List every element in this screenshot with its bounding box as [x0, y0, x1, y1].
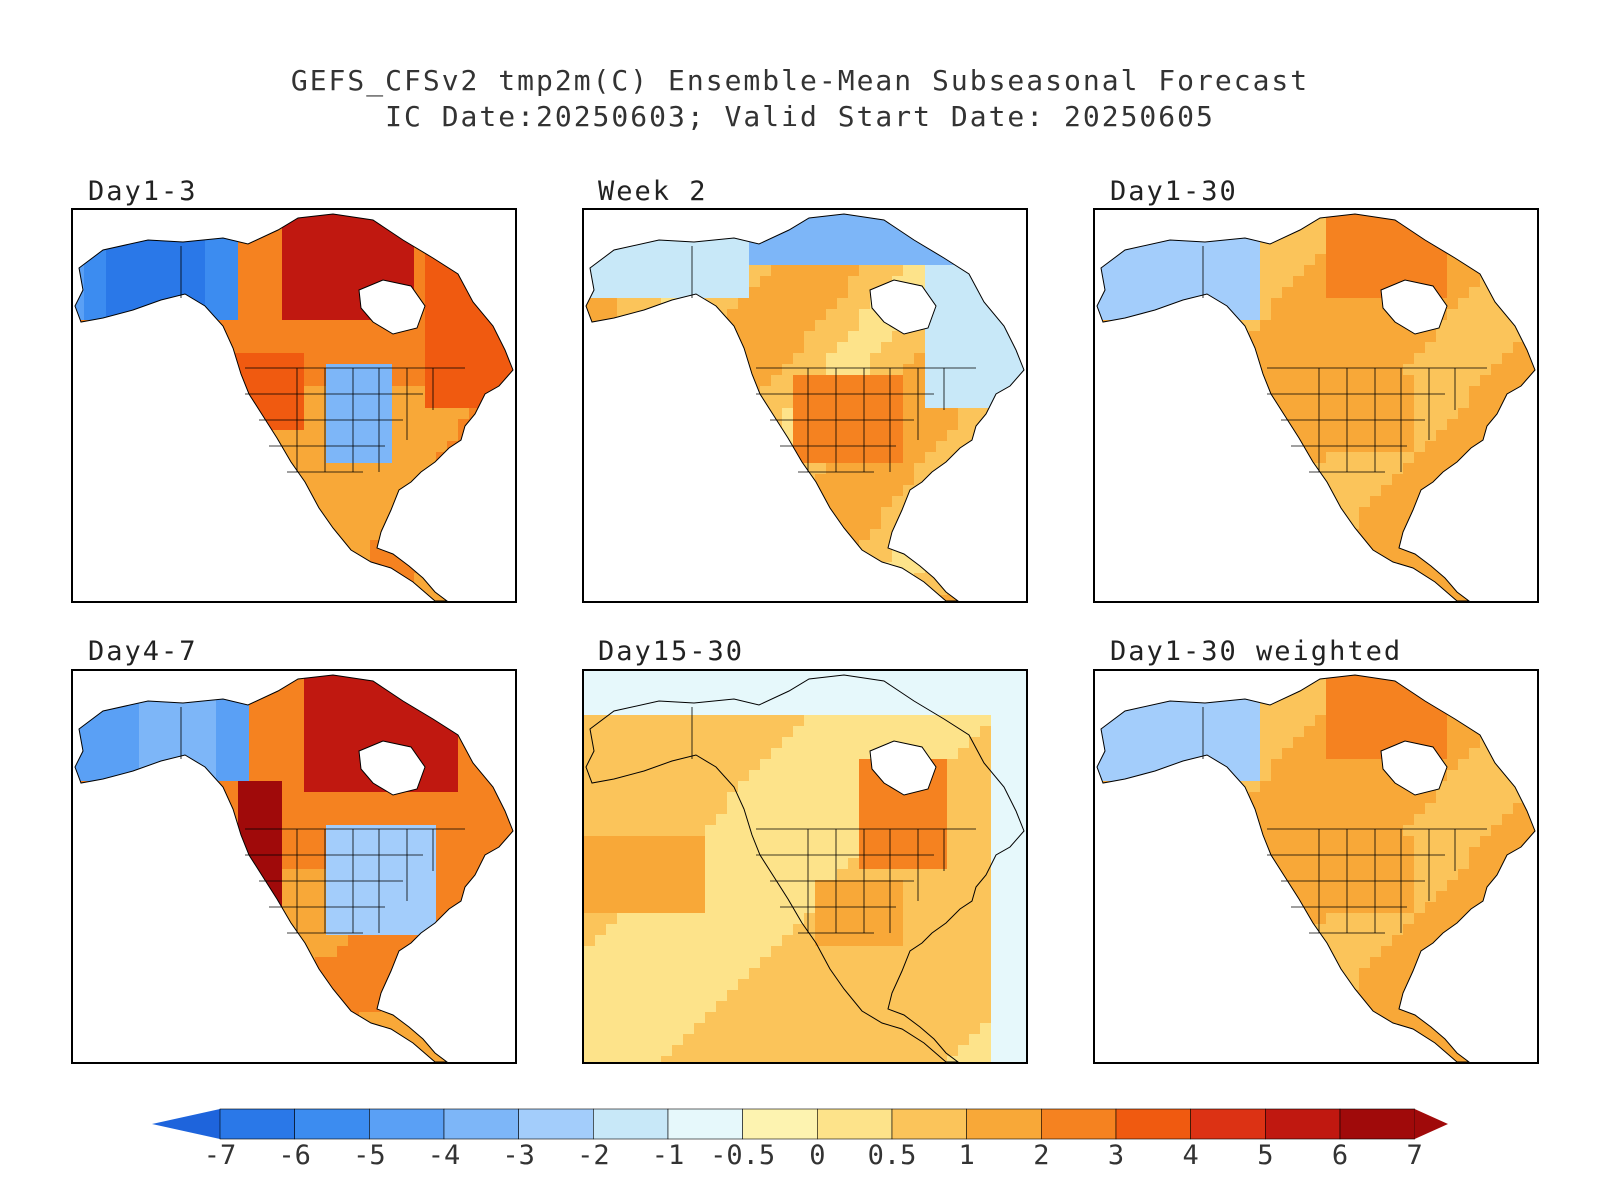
- colorbar-bin: [593, 1108, 669, 1140]
- colorbar-arrow-high: [1414, 1109, 1448, 1139]
- colorbar-tick-label: 6: [1331, 1140, 1349, 1171]
- colorbar-tick-label: -3: [502, 1140, 535, 1171]
- temperature-anomaly-colorbar: [152, 1108, 1448, 1140]
- colorbar-bin: [1190, 1108, 1266, 1140]
- hudson-bay: [1380, 740, 1448, 796]
- colorbar-bin: [966, 1108, 1042, 1140]
- coastline: [1096, 674, 1536, 1062]
- colorbar-bin: [817, 1108, 893, 1140]
- colorbar-tick-label: 2: [1033, 1140, 1050, 1171]
- colorbar-tick-label: 3: [1107, 1140, 1125, 1171]
- map-panel-day4-7: [71, 669, 517, 1064]
- colorbar-bin: [443, 1108, 519, 1140]
- coastline: [74, 213, 514, 601]
- colorbar-bin: [518, 1108, 594, 1140]
- colorbar-tick-label: 0.5: [867, 1140, 917, 1171]
- hudson-bay: [358, 279, 426, 335]
- temperature-field-day4-7: [74, 674, 514, 1062]
- colorbar-tick-label: -6: [278, 1140, 311, 1171]
- panel-label-day1-30-weighted: Day1-30 weighted: [1110, 636, 1403, 667]
- temperature-field-day15-30: [584, 671, 1026, 1062]
- figure-title-line-2: IC Date:20250603; Valid Start Date: 2025…: [385, 100, 1215, 133]
- panel-label-day1-30: Day1-30: [1110, 176, 1238, 207]
- colorbar-tick-label: -4: [427, 1140, 461, 1171]
- temperature-field-week2: [585, 213, 1025, 601]
- coastline: [74, 674, 514, 1062]
- colorbar-bin: [1265, 1108, 1341, 1140]
- colorbar-bin: [219, 1108, 295, 1140]
- colorbar-tick-label: 4: [1182, 1140, 1199, 1171]
- colorbar-tick-label: 7: [1406, 1140, 1423, 1171]
- colorbar-tick-label: -5: [353, 1140, 386, 1171]
- map-panel-day1-3: [71, 208, 517, 603]
- hudson-bay: [358, 740, 426, 796]
- colorbar-arrow-low: [152, 1109, 220, 1139]
- panel-label-week2: Week 2: [598, 176, 708, 207]
- hudson-bay: [869, 279, 937, 335]
- colorbar-tick-label: 0: [809, 1140, 826, 1171]
- colorbar-bin: [1115, 1108, 1191, 1140]
- colorbar-tick-label: -1: [651, 1140, 685, 1171]
- figure-title-line-1: GEFS_CFSv2 tmp2m(C) Ensemble-Mean Subsea…: [290, 64, 1310, 97]
- colorbar-tick-label: -2: [577, 1140, 610, 1171]
- colorbar-bin: [742, 1108, 818, 1140]
- temperature-field-day1-30-weighted: [1096, 674, 1536, 1062]
- coastline: [1096, 213, 1536, 601]
- colorbar-tick-label: -7: [203, 1140, 237, 1171]
- coastline: [585, 213, 1025, 601]
- colorbar-bin: [667, 1108, 743, 1140]
- colorbar-bin: [369, 1108, 445, 1140]
- colorbar-bin: [1339, 1108, 1415, 1140]
- colorbar-tick-label: -0.5: [710, 1140, 776, 1171]
- map-panel-day15-30: [582, 669, 1028, 1064]
- hudson-bay: [869, 740, 937, 796]
- map-panel-day1-30: [1093, 208, 1539, 603]
- colorbar-bin: [1041, 1108, 1117, 1140]
- panel-label-day1-3: Day1-3: [88, 176, 198, 207]
- map-panel-week2: [582, 208, 1028, 603]
- panel-label-day4-7: Day4-7: [88, 636, 198, 667]
- colorbar-bin: [891, 1108, 967, 1140]
- colorbar-bin: [294, 1108, 370, 1140]
- map-panel-day1-30-weighted: [1093, 669, 1539, 1064]
- coastline: [585, 674, 1025, 1062]
- colorbar-tick-label: 5: [1257, 1140, 1274, 1171]
- hudson-bay: [1380, 279, 1448, 335]
- panel-label-day15-30: Day15-30: [598, 636, 745, 667]
- temperature-field-day1-3: [74, 213, 514, 601]
- temperature-field-day1-30: [1096, 213, 1536, 601]
- colorbar-tick-label: 1: [958, 1140, 975, 1171]
